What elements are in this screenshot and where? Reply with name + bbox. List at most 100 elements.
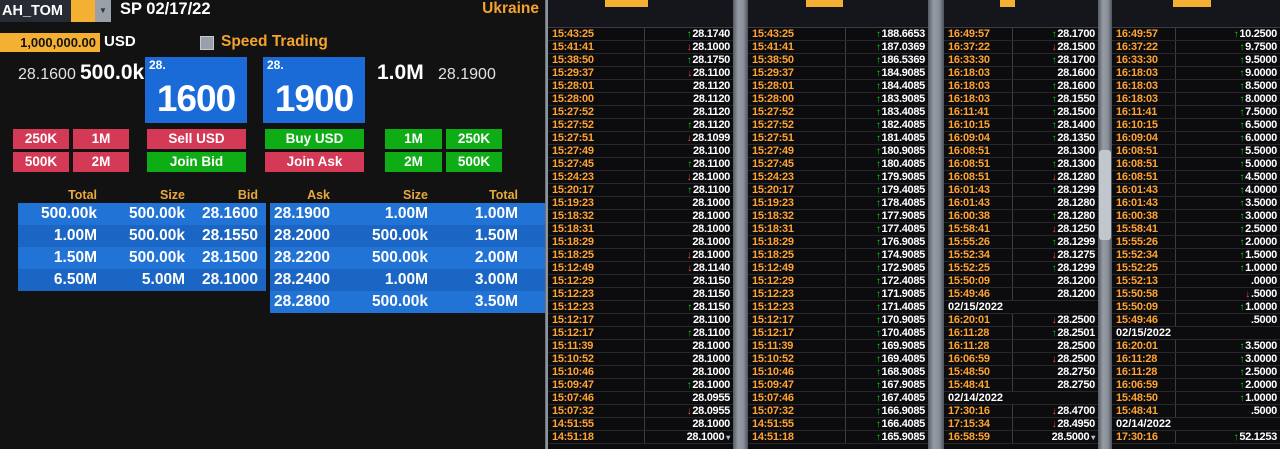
bid-size-cell[interactable]: 500.00k (128, 205, 185, 222)
tick-row: 16:18:03 ↑9.0000 (1112, 67, 1280, 80)
join-ask-button[interactable]: Join Ask (265, 152, 364, 172)
buy-size-500k-button[interactable]: 500K (446, 152, 502, 172)
buy-usd-button[interactable]: Buy USD (265, 129, 364, 149)
sell-size-2m-button[interactable]: 2M (73, 152, 129, 172)
scrollbar-thumb[interactable] (1099, 150, 1111, 240)
tick-row: 15:29:37 ↓28.1100 (548, 67, 733, 80)
trade-time: 16:08:51 (1112, 145, 1176, 157)
ask-size-cell[interactable]: 1.00M (384, 271, 428, 288)
bid-total-cell[interactable]: 1.50M (53, 249, 97, 266)
tick-row: 16:33:30 ↑9.5000 (1112, 54, 1280, 67)
sell-size-500k-button[interactable]: 500K (13, 152, 69, 172)
up-arrow-icon: ↑ (687, 185, 692, 196)
buy-size-250k-button[interactable]: 250K (446, 129, 502, 149)
buy-size-2m-button[interactable]: 2M (385, 152, 442, 172)
up-arrow-icon: ↑ (1051, 29, 1057, 40)
ask-size-cell[interactable]: 500.00k (371, 249, 428, 266)
bid-size-cell[interactable]: 5.00M (141, 271, 185, 288)
ask-price-cell[interactable]: 28.1900 (273, 205, 330, 222)
sell-size-1m-button[interactable]: 1M (73, 129, 129, 149)
up-arrow-icon: ↑ (875, 94, 881, 105)
up-arrow-icon: ↑ (1239, 354, 1245, 365)
ask-size-cell[interactable]: 500.00k (371, 227, 428, 244)
tick-row: 15:50:09 28.1200 (944, 275, 1098, 288)
tick-row: 16:01:43 28.1280 (944, 197, 1098, 210)
trade-time: 16:06:59 (944, 353, 1013, 365)
vertical-scrollbar[interactable] (1098, 0, 1112, 449)
bid-total-cell[interactable]: 6.50M (53, 271, 97, 288)
trade-time: 16:11:28 (944, 327, 1013, 339)
ask-price-cell[interactable]: 28.2800 (273, 293, 330, 310)
trade-price: ↓28.2500 (1051, 314, 1096, 326)
trade-price: .5000 (1250, 405, 1277, 417)
trade-time: 16:11:41 (944, 106, 1013, 118)
trade-time: 15:24:23 (748, 171, 846, 183)
trade-time: 14:51:55 (548, 418, 645, 430)
bid-price-cell[interactable]: 28.1500 (201, 249, 258, 266)
trade-time: 15:49:46 (1112, 314, 1176, 326)
trade-time: 15:28:01 (748, 80, 846, 92)
tick-row: 17:30:16 ↓28.4700 (944, 405, 1098, 418)
join-bid-button[interactable]: Join Bid (147, 152, 246, 172)
tick-row: 15:27:52 ↑183.4085 (748, 106, 928, 119)
trade-price: ↑176.9085 (875, 236, 925, 248)
ask-price-cell[interactable]: 28.2200 (273, 249, 330, 266)
trade-time: 15:41:41 (748, 41, 846, 53)
tick-row: 15:27:52 ↑182.4085 (748, 119, 928, 132)
up-arrow-icon: ↑ (687, 302, 692, 313)
sell-usd-button[interactable]: Sell USD (147, 129, 246, 149)
up-arrow-icon: ↑ (687, 328, 692, 339)
sell-size-250k-button[interactable]: 250K (13, 129, 69, 149)
bid-total-cell[interactable]: 500.00k (40, 205, 97, 222)
tick-row: 15:27:52 ↑28.1120 (548, 119, 733, 132)
speed-trading-checkbox[interactable] (200, 36, 214, 50)
bid-price-box[interactable]: 28. 1600 (145, 57, 247, 123)
trade-time: 16:18:03 (1112, 67, 1176, 79)
ask-total-cell[interactable]: 3.00M (474, 271, 518, 288)
tick-row: 15:18:31 ↑177.4085 (748, 223, 928, 236)
tick-row: 16:11:28 ↑2.5000 (1112, 366, 1280, 379)
trade-time: 15:52:34 (944, 249, 1013, 261)
instrument-dropdown-button[interactable]: ▼ (95, 0, 111, 22)
ask-total-cell[interactable]: 1.00M (474, 205, 518, 222)
tick-row: 16:49:57 ↑28.1700 (944, 28, 1098, 41)
trade-time: 15:38:50 (748, 54, 846, 66)
ask-total-cell[interactable]: 1.50M (474, 227, 518, 244)
up-arrow-icon: ↑ (1051, 133, 1057, 144)
tick-row: 16:18:03 ↑28.1600 (944, 80, 1098, 93)
up-arrow-icon: ↑ (1051, 328, 1057, 339)
ask-price-cell[interactable]: 28.2000 (273, 227, 330, 244)
ask-total-cell[interactable]: 3.50M (474, 293, 518, 310)
bid-size-cell[interactable]: 500.00k (128, 249, 185, 266)
up-arrow-icon: ↑ (875, 55, 881, 66)
up-arrow-icon: ↑ (875, 432, 881, 443)
trade-time: 16:37:22 (944, 41, 1013, 53)
trade-price: ↑28.1740 (686, 28, 731, 40)
bid-price-cell[interactable]: 28.1600 (201, 205, 258, 222)
trade-price: ↑180.4085 (875, 158, 925, 170)
trade-time: 15:10:46 (748, 366, 846, 378)
ask-price-cell[interactable]: 28.2400 (273, 271, 330, 288)
buy-size-1m-button[interactable]: 1M (385, 129, 442, 149)
trade-time: 14:51:18 (748, 431, 846, 443)
tick-row: 15:24:23 ↓28.1000 (548, 171, 733, 184)
up-arrow-icon: ↑ (1051, 211, 1057, 222)
ask-size-cell[interactable]: 1.00M (384, 205, 428, 222)
down-arrow-icon: ↓ (1051, 172, 1057, 183)
trade-price: ↑174.9085 (875, 249, 925, 261)
bid-total-cell[interactable]: 1.00M (53, 227, 97, 244)
ask-total-cell[interactable]: 2.00M (474, 249, 518, 266)
amount-input[interactable]: 1,000,000.00 (0, 33, 100, 52)
tick-row: 15:48:50 ↑1.0000 (1112, 392, 1280, 405)
bid-size-cell[interactable]: 500.00k (128, 227, 185, 244)
tick-row: 16:08:51 28.1300 (944, 145, 1098, 158)
up-arrow-icon: ↑ (1239, 68, 1245, 79)
ask-price-box[interactable]: 28. 1900 (263, 57, 365, 123)
up-arrow-icon: ↑ (875, 133, 881, 144)
ask-size-cell[interactable]: 500.00k (371, 293, 428, 310)
bid-price-cell[interactable]: 28.1000 (201, 271, 258, 288)
bid-price-cell[interactable]: 28.1550 (201, 227, 258, 244)
trade-time: 15:48:41 (1112, 405, 1176, 417)
instrument-ticker[interactable]: AH_TOM (0, 0, 71, 22)
trade-price: ↓28.1500 (1051, 41, 1096, 53)
